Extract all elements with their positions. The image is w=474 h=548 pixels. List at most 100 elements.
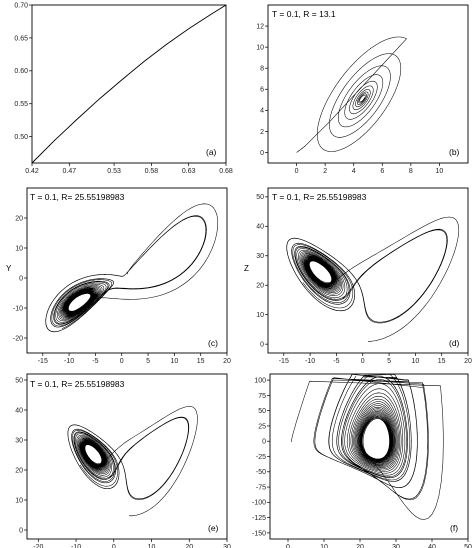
panel-c-label: (c) — [208, 338, 218, 348]
panel-b-ytick-label-0: 0 — [260, 150, 264, 157]
panel-f-xtick-label-4: 40 — [428, 544, 436, 548]
panel-e-frame — [26, 373, 228, 540]
panel-a-ytick-label-3: 0.65 — [14, 35, 28, 42]
panel-d-xtick-label-0: -15 — [279, 358, 289, 365]
panel-e-xtick-label-3: 10 — [148, 544, 156, 548]
panel-a-ytick-label-0: 0.50 — [14, 134, 28, 141]
panel-a-xtick-label-0: 0.42 — [25, 168, 39, 175]
panel-c-ytick-label-4: 20 — [15, 215, 23, 222]
panel-f-xtick-label-2: 20 — [356, 544, 364, 548]
panel-e-label: (e) — [208, 523, 219, 533]
panel-f-ytick-label-9: 75 — [258, 393, 266, 400]
panel-f-ytick-label-5: -25 — [256, 454, 266, 461]
panel-e-ytick-label-2: 20 — [15, 467, 23, 474]
panel-c-annotation: T = 0.1, R= 25.55198983 — [30, 192, 125, 202]
panel-f: 0 10 20 30 40 50 -150 -125 -100 -75 -50 -25 0 25 50 75 1… — [252, 373, 472, 548]
panel-d-xtick-label-6: 15 — [438, 358, 446, 365]
panel-f-xtick-label-1: 10 — [320, 544, 328, 548]
panel-c-trajectory — [45, 203, 219, 333]
panel-e-ytick-label-0: 0 — [19, 527, 23, 534]
panel-d-label: (d) — [449, 338, 460, 348]
panel-d: -15 -10 -5 0 5 10 15 20 0 10 20 30 40 50 T = 0.1, R= … — [244, 187, 472, 365]
panel-d-annotation: T = 0.1, R= 25.55198983 — [272, 192, 367, 202]
panel-f-xtick-label-0: 0 — [286, 544, 290, 548]
panel-e-xtick-label-1: -10 — [71, 544, 81, 548]
panel-b-ytick-label-3: 6 — [260, 87, 264, 94]
panel-d-ytick-label-5: 50 — [256, 194, 264, 201]
panel-b-frame — [267, 4, 469, 164]
panel-a-xtick-label-4: 0.63 — [182, 168, 196, 175]
panel-a-series-line — [31, 4, 227, 164]
panel-a: 0.42 0.47 0.53 0.58 0.63 0.68 0.50 0.55 0.60 0.65… — [14, 2, 233, 175]
panel-a-xtick-label-2: 0.53 — [107, 168, 121, 175]
panel-b-ytick-label-5: 10 — [256, 45, 264, 52]
panel-a-xtick-label-3: 0.58 — [145, 168, 159, 175]
panel-e-xtick-label-2: 0 — [112, 544, 116, 548]
panel-c-ytick-label-1: -10 — [13, 305, 23, 312]
panel-e: -20 -10 0 10 20 30 0 10 20 30 40 50 T = 0.1, R= 25.… — [15, 373, 231, 548]
panel-e-xtick-label-0: -20 — [33, 544, 43, 548]
panel-d-ytick-label-0: 0 — [260, 342, 264, 349]
panel-d-frame — [267, 187, 469, 354]
panel-e-ticks: -20 -10 0 10 20 30 0 10 20 30 40 50 — [15, 377, 231, 548]
panel-f-ytick-label-4: -50 — [256, 469, 266, 476]
panel-e-ytick-label-4: 40 — [15, 407, 23, 414]
panel-c-xtick-label-4: 5 — [146, 358, 150, 365]
panel-f-ytick-label-6: 0 — [262, 439, 266, 446]
panel-e-ytick-label-5: 50 — [15, 377, 23, 384]
panel-b: 0 2 4 6 8 10 0 2 4 6 8 10 12 T = 0.1, R = 13.1 (b) — [256, 4, 469, 175]
panel-a-plot — [31, 4, 227, 164]
panel-b-xtick-label-1: 2 — [323, 168, 327, 175]
panel-f-ytick-label-10: 100 — [254, 378, 266, 385]
panel-b-trajectory — [296, 36, 407, 153]
panel-a-ytick-label-1: 0.55 — [14, 101, 28, 108]
panel-d-xtick-label-1: -10 — [305, 358, 315, 365]
panel-c-xtick-label-6: 15 — [197, 358, 205, 365]
panel-e-plot — [67, 406, 198, 517]
panel-f-ytick-label-2: -100 — [252, 500, 266, 507]
panel-b-label: (b) — [449, 147, 460, 157]
panel-c-ytick-label-2: 0 — [19, 275, 23, 282]
panel-a-ytick-label-2: 0.60 — [14, 68, 28, 75]
panel-f-ytick-label-3: -75 — [256, 484, 266, 491]
panel-c-ylabel: Y — [6, 264, 12, 273]
panel-b-xtick-label-4: 8 — [409, 168, 413, 175]
panel-c-ytick-label-3: 10 — [15, 245, 23, 252]
panel-e-ytick-label-3: 30 — [15, 437, 23, 444]
panel-a-ytick-label-4: 0.70 — [14, 2, 28, 9]
panel-c-plot — [45, 203, 219, 333]
panel-e-trajectory — [67, 406, 198, 517]
panel-b-ytick-label-6: 12 — [256, 23, 264, 30]
panel-d-plot — [286, 216, 460, 342]
panel-c-xtick-label-1: -10 — [64, 358, 74, 365]
panel-f-ytick-label-0: -150 — [252, 530, 266, 537]
panel-c-xtick-label-2: -5 — [92, 358, 98, 365]
panel-a-xtick-label-5: 0.68 — [219, 168, 233, 175]
panel-b-ytick-label-4: 8 — [260, 66, 264, 73]
panel-f-ytick-label-7: 25 — [258, 423, 266, 430]
panel-c-frame — [26, 187, 228, 354]
panel-d-ytick-label-4: 40 — [256, 224, 264, 231]
panel-b-xtick-label-2: 4 — [352, 168, 356, 175]
panel-f-label: (f) — [450, 523, 458, 533]
panel-d-xtick-label-5: 10 — [411, 358, 419, 365]
panel-a-xtick-label-1: 0.47 — [62, 168, 76, 175]
panel-f-xtick-label-5: 50 — [464, 544, 472, 548]
panel-d-ticks: -15 -10 -5 0 5 10 15 20 0 10 20 30 40 50 — [256, 194, 472, 365]
panel-d-ylabel: Z — [244, 264, 249, 273]
panel-d-xtick-label-7: 20 — [464, 358, 472, 365]
panel-b-xtick-label-5: 10 — [436, 168, 444, 175]
panel-a-ticks: 0.42 0.47 0.53 0.58 0.63 0.68 0.50 0.55 0.60 0.65… — [14, 2, 233, 175]
panel-f-plot — [291, 374, 444, 520]
panel-c-xtick-label-0: -15 — [38, 358, 48, 365]
panel-b-xtick-label-0: 0 — [295, 168, 299, 175]
panel-c-ytick-label-0: -20 — [13, 335, 23, 342]
panel-f-ytick-label-8: 50 — [258, 408, 266, 415]
panel-d-ytick-label-3: 30 — [256, 253, 264, 260]
panel-c-xtick-label-3: 0 — [120, 358, 124, 365]
panel-e-annotation: T = 0.1, R= 25.55198983 — [30, 379, 125, 389]
panel-f-trajectory — [291, 374, 444, 520]
panel-f-ytick-label-1: -125 — [252, 515, 266, 522]
panel-a-label: (a) — [206, 147, 217, 157]
